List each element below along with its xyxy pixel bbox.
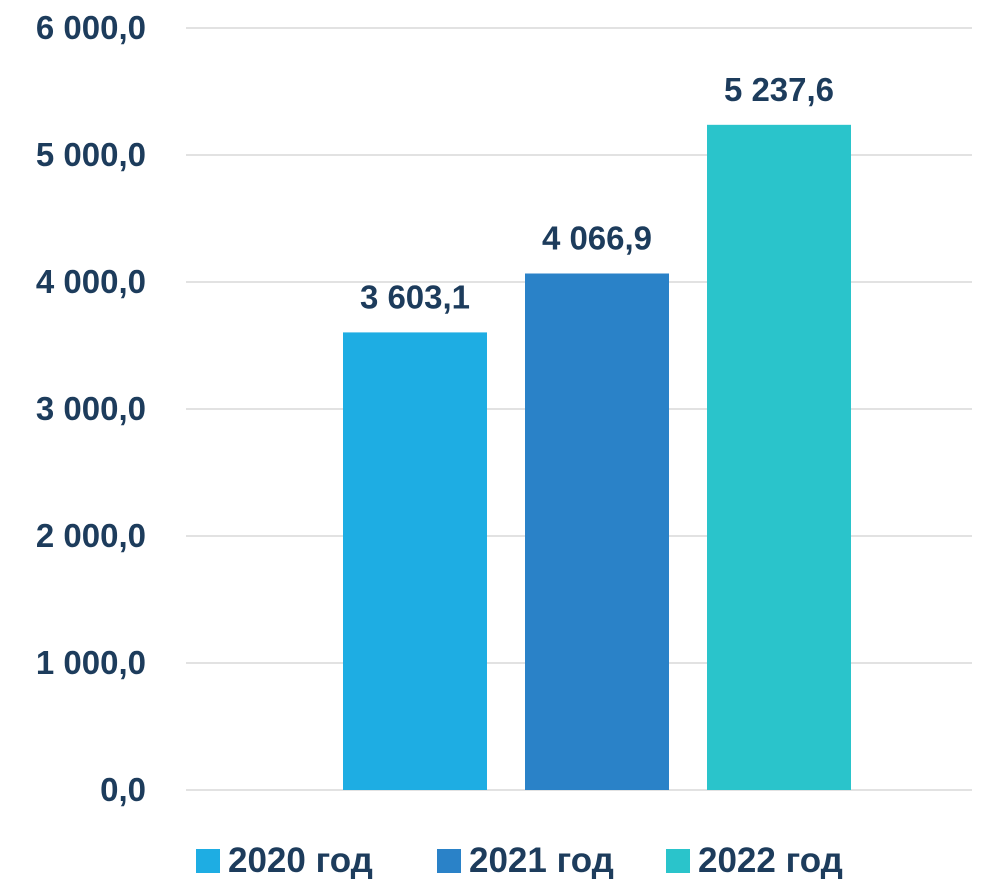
y-tick-label: 0,0 — [100, 771, 146, 808]
bars — [343, 124, 851, 791]
y-tick-label: 4 000,0 — [36, 263, 146, 300]
data-label: 5 237,6 — [724, 71, 834, 108]
y-axis-tick-labels: 0,0 1 000,0 2 000,0 3 000,0 4 000,0 5 000,0 6 … — [36, 9, 146, 808]
bar — [707, 124, 851, 790]
bar — [343, 332, 487, 790]
data-label: 4 066,9 — [542, 220, 652, 257]
legend-swatch — [666, 849, 690, 873]
y-tick-label: 5 000,0 — [36, 136, 146, 173]
legend-label: 2022 год — [698, 841, 843, 880]
y-tick-label: 3 000,0 — [36, 390, 146, 427]
legend-swatch — [196, 849, 220, 873]
legend-label: 2020 год — [228, 841, 373, 880]
legend: 2020 год 2021 год 2022 год — [196, 841, 843, 880]
data-labels: 3 603,1 4 066,9 5 237,6 — [360, 71, 834, 316]
y-tick-label: 6 000,0 — [36, 9, 146, 46]
y-tick-label: 2 000,0 — [36, 517, 146, 554]
legend-label: 2021 год — [469, 841, 614, 880]
data-label: 3 603,1 — [360, 278, 470, 315]
legend-swatch — [437, 849, 461, 873]
y-tick-label: 1 000,0 — [36, 644, 146, 681]
bar — [525, 273, 669, 791]
